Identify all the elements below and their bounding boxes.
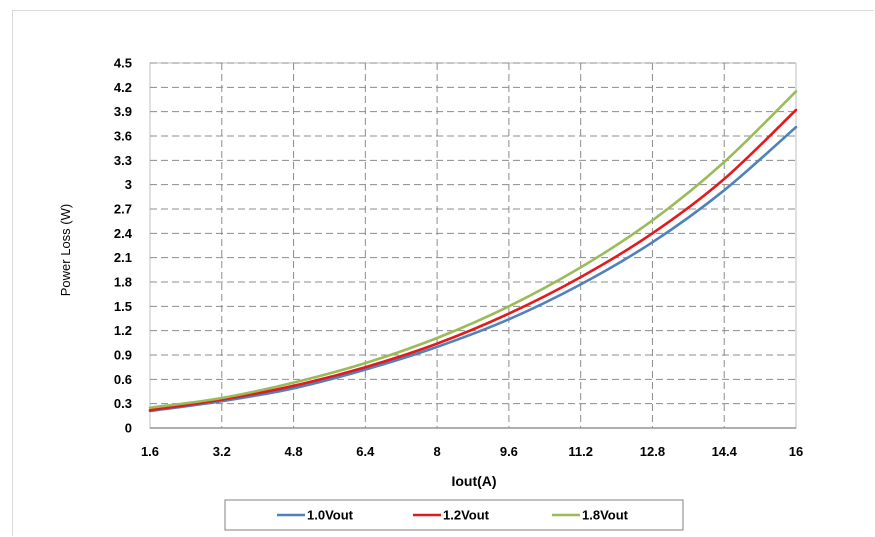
y-tick-label: 2.1 (114, 250, 132, 265)
legend-label-1.2Vout: 1.2Vout (443, 508, 490, 523)
series-line-1.8Vout (148, 90, 798, 409)
y-axis-title: Power Loss (W) (58, 204, 73, 296)
y-tick-label: 4.2 (114, 80, 132, 95)
y-tick-labels: 0 0.3 0.6 0.9 1.2 1.5 1.8 2.1 2.4 2.7 3 3.3 3.6 3.9 4.… (114, 56, 133, 436)
series-line-1.2Vout (148, 108, 798, 412)
legend-label-1.0Vout: 1.0Vout (307, 508, 354, 523)
y-tick-label: 1.2 (114, 323, 132, 338)
y-tick-label: 0.3 (114, 396, 132, 411)
series-lines (148, 90, 798, 413)
chart-frame (12, 10, 874, 536)
y-tick-label: 2.7 (114, 202, 132, 217)
x-tick-label: 9.6 (500, 444, 518, 459)
y-tick-label: 4.5 (114, 56, 132, 71)
grid (149, 62, 797, 429)
y-tick-label: 0 (125, 421, 132, 436)
y-tick-label: 3.9 (114, 104, 132, 119)
legend: 1.0Vout 1.2Vout 1.8Vout (224, 499, 684, 531)
x-tick-label: 12.8 (640, 444, 665, 459)
x-tick-label: 6.4 (356, 444, 375, 459)
y-tick-label: 2.4 (114, 226, 133, 241)
x-tick-label: 1.6 (141, 444, 159, 459)
y-tick-label: 0.6 (114, 372, 132, 387)
x-axis-title: Iout(A) (451, 473, 496, 489)
x-tick-labels: 1.6 3.2 4.8 6.4 8 9.6 11.2 12.8 14.4 16 (141, 444, 803, 459)
series-line-1.0Vout (148, 125, 798, 413)
x-tick-label: 4.8 (285, 444, 303, 459)
x-tick-label: 3.2 (213, 444, 231, 459)
y-tick-label: 3.6 (114, 129, 132, 144)
y-tick-label: 3.3 (114, 153, 132, 168)
x-tick-label: 14.4 (712, 444, 738, 459)
legend-label-1.8Vout: 1.8Vout (582, 508, 629, 523)
x-tick-label: 16 (789, 444, 803, 459)
y-tick-label: 0.9 (114, 348, 132, 363)
x-tick-label: 8 (433, 444, 440, 459)
x-tick-label: 11.2 (568, 444, 593, 459)
y-tick-label: 3 (125, 177, 132, 192)
y-tick-label: 1.5 (114, 299, 132, 314)
y-tick-label: 1.8 (114, 275, 132, 290)
plot-area (149, 62, 797, 429)
